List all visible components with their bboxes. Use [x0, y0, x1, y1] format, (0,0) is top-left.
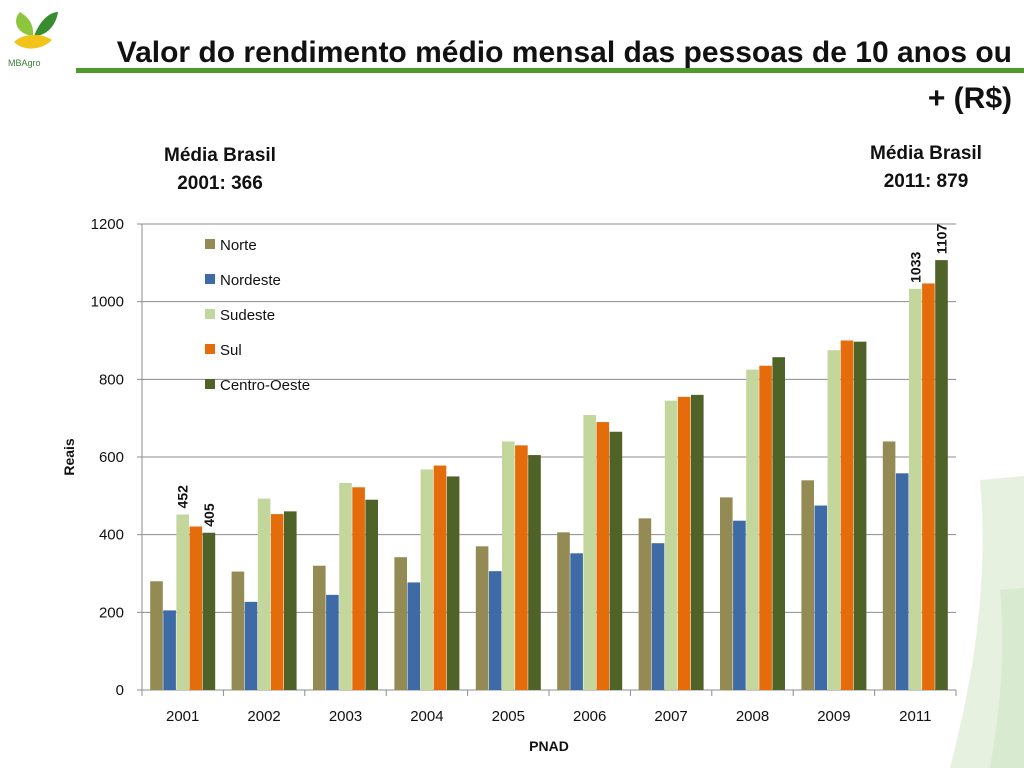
- x-tick-label: 2005: [492, 708, 525, 725]
- note-media-brasil-2001: Média Brasil 2001: 366: [140, 142, 300, 198]
- bar-sul: [189, 526, 203, 690]
- page-title: Valor do rendimento médio mensal das pes…: [116, 36, 1012, 115]
- bar-sudeste: [339, 483, 352, 690]
- bar-sudeste: [664, 400, 678, 690]
- bar-sul: [759, 365, 772, 690]
- bar-nordeste: [570, 553, 583, 690]
- x-tick-label: 2007: [654, 708, 687, 725]
- y-tick-label: 600: [99, 449, 124, 466]
- legend-label: Nordeste: [220, 272, 281, 289]
- bar-norte: [150, 581, 163, 690]
- bar-sudeste: [502, 441, 515, 690]
- x-tick-label: 2003: [329, 708, 362, 725]
- bar-norte: [801, 480, 814, 690]
- bar-sul: [840, 340, 854, 690]
- x-tick-label: 2009: [817, 708, 850, 725]
- bar-sudeste: [420, 469, 434, 690]
- note-right-line1: Média Brasil: [870, 143, 982, 164]
- x-axis-title: PNAD: [529, 738, 569, 754]
- bar-nordeste: [163, 610, 176, 690]
- bar-sul: [433, 465, 447, 690]
- note-left-line2: 2001: 366: [177, 173, 263, 194]
- bar-nordeste: [733, 520, 746, 690]
- bar-norte: [231, 571, 245, 690]
- legend-swatch-nordeste: [205, 274, 215, 284]
- bar-sul: [515, 445, 528, 690]
- bar-centro-oeste: [446, 476, 460, 690]
- bar-nordeste: [326, 594, 339, 690]
- bar-sudeste: [746, 369, 759, 690]
- y-tick-label: 0: [116, 682, 124, 699]
- bar-nordeste: [651, 543, 665, 690]
- bar-norte: [475, 546, 489, 690]
- bar-sul: [270, 514, 284, 690]
- mbagro-logo: [14, 12, 58, 49]
- bar-nordeste: [814, 505, 828, 690]
- bar-nordeste: [244, 601, 258, 690]
- y-tick-label: 400: [99, 527, 124, 544]
- y-tick-label: 1000: [91, 294, 124, 311]
- note-left-line1: Média Brasil: [164, 145, 276, 166]
- bar-norte: [313, 565, 326, 690]
- y-tick-label: 1200: [91, 216, 124, 233]
- x-tick-label: 2008: [736, 708, 769, 725]
- decorative-corner-shape: [950, 476, 1024, 768]
- legend-label: Sul: [220, 342, 242, 359]
- bar-norte: [720, 497, 733, 690]
- bar-centro-oeste: [202, 532, 216, 690]
- bar-sudeste: [257, 498, 271, 690]
- bar-centro-oeste: [772, 357, 785, 690]
- data-label: 1033: [907, 251, 923, 282]
- x-tick-label: 2002: [247, 708, 280, 725]
- y-tick-label: 200: [99, 604, 124, 621]
- data-label: 1107: [934, 224, 950, 255]
- x-tick-label: 2004: [410, 708, 443, 725]
- bar-norte: [638, 518, 652, 690]
- bar-sudeste: [176, 514, 189, 690]
- bar-sul: [922, 283, 935, 690]
- bar-sul: [596, 422, 610, 690]
- bar-centro-oeste: [691, 394, 704, 690]
- legend-swatch-sul: [205, 344, 215, 354]
- legend-swatch-sudeste: [205, 309, 215, 319]
- x-tick-label: 2001: [166, 708, 199, 725]
- x-tick-label: 2011: [899, 708, 931, 725]
- bar-sudeste: [583, 415, 596, 690]
- y-axis-title: Reais: [61, 438, 77, 476]
- data-label: 405: [201, 503, 217, 527]
- bar-sudeste: [827, 350, 841, 690]
- bar-centro-oeste: [935, 260, 948, 690]
- bar-norte: [882, 441, 896, 690]
- y-tick-label: 800: [99, 371, 124, 388]
- bar-centro-oeste: [365, 499, 378, 690]
- bar-centro-oeste: [853, 341, 867, 690]
- bar-nordeste: [895, 473, 909, 690]
- bar-nordeste: [488, 571, 502, 690]
- data-label: 452: [175, 485, 191, 509]
- bar-nordeste: [407, 582, 421, 690]
- legend-label: Centro-Oeste: [220, 377, 310, 394]
- legend-swatch-norte: [205, 239, 215, 249]
- bar-sudeste: [909, 288, 922, 690]
- legend-label: Sudeste: [220, 307, 275, 324]
- bar-centro-oeste: [284, 511, 297, 690]
- bar-centro-oeste: [609, 431, 623, 690]
- bar-centro-oeste: [528, 455, 541, 690]
- bar-norte: [394, 557, 407, 690]
- legend-swatch-centro-oeste: [205, 379, 215, 389]
- title-divider: [76, 68, 1024, 73]
- bar-sul: [352, 487, 365, 690]
- x-tick-label: 2006: [573, 708, 606, 725]
- note-right-line2: 2011: 879: [883, 171, 969, 192]
- bar-norte: [557, 532, 570, 690]
- note-media-brasil-2011: Média Brasil 2011: 879: [846, 140, 1006, 196]
- logo-text: MBAgro: [8, 58, 41, 68]
- legend-label: Norte: [220, 237, 257, 254]
- bar-sul: [677, 396, 691, 690]
